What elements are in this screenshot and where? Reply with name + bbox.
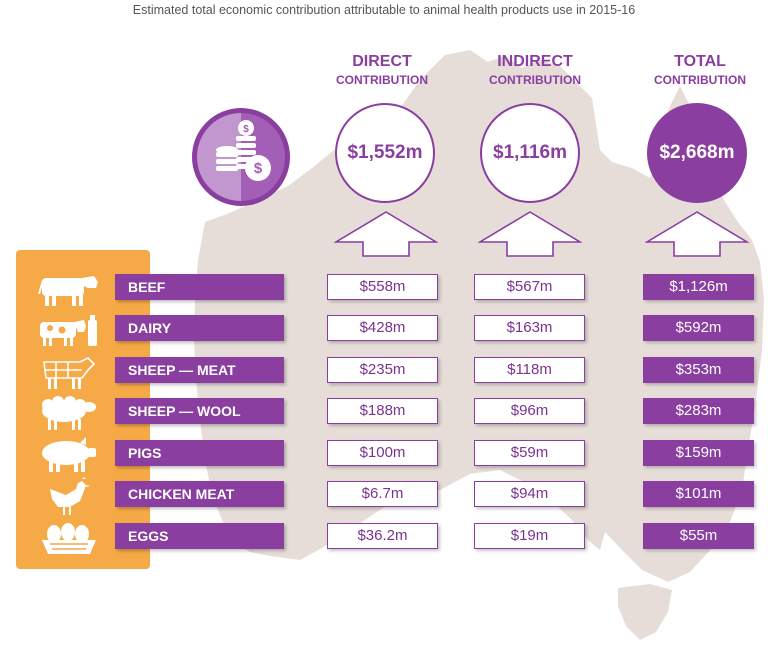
indirect-value-eggs: $19m — [474, 523, 585, 549]
indirect-value-sheep-wool: $96m — [474, 398, 585, 424]
total-value-dairy: $592m — [643, 315, 754, 341]
total-total-circle: $2,668m — [647, 103, 747, 203]
row-label-sheep-meat: SHEEP — MEAT — [115, 357, 284, 383]
svg-text:$: $ — [254, 160, 263, 177]
svg-text:$: $ — [243, 124, 249, 135]
total-value-chicken-meat: $101m — [643, 481, 754, 507]
total-header-line2: CONTRIBUTION — [654, 73, 746, 87]
total-value-pigs: $159m — [643, 440, 754, 466]
direct-value-sheep-wool: $188m — [327, 398, 438, 424]
pig-icon — [42, 437, 96, 472]
tasmania-shape — [618, 584, 672, 640]
direct-column-header: DIRECT CONTRIBUTION — [326, 53, 438, 87]
total-column-header: TOTAL CONTRIBUTION — [644, 53, 756, 87]
total-value-beef: $1,126m — [643, 274, 754, 300]
total-value-eggs: $55m — [643, 523, 754, 549]
row-label-sheep-wool: SHEEP — WOOL — [115, 398, 284, 424]
row-label-beef: BEEF — [115, 274, 284, 300]
row-label-eggs: EGGS — [115, 523, 284, 549]
indirect-value-sheep-meat: $118m — [474, 357, 585, 383]
direct-header-line1: DIRECT — [352, 53, 412, 70]
direct-value-pigs: $100m — [327, 440, 438, 466]
coins-icon: $ $ — [192, 108, 290, 206]
total-value-sheep-meat: $353m — [643, 357, 754, 383]
indirect-column-header: INDIRECT CONTRIBUTION — [472, 53, 598, 87]
direct-up-arrow — [334, 211, 438, 257]
sheep-icon — [42, 396, 96, 430]
indirect-total-circle: $1,116m — [480, 103, 580, 203]
chicken-icon — [50, 477, 90, 515]
chart-title: Estimated total economic contribution at… — [132, 3, 636, 17]
sheep-meat-icon — [43, 357, 96, 389]
indirect-value-dairy: $163m — [474, 315, 585, 341]
direct-value-dairy: $428m — [327, 315, 438, 341]
indirect-value-chicken-meat: $94m — [474, 481, 585, 507]
direct-value-eggs: $36.2m — [327, 523, 438, 549]
direct-value-beef: $558m — [327, 274, 438, 300]
direct-value-sheep-meat: $235m — [327, 357, 438, 383]
dairy-icon — [40, 315, 97, 346]
indirect-header-line2: CONTRIBUTION — [489, 73, 581, 87]
total-up-arrow — [645, 211, 749, 257]
total-header-line1: TOTAL — [674, 53, 726, 70]
total-value-sheep-wool: $283m — [643, 398, 754, 424]
indirect-value-beef: $567m — [474, 274, 585, 300]
row-label-dairy: DAIRY — [115, 315, 284, 341]
direct-header-line2: CONTRIBUTION — [336, 73, 428, 87]
indirect-value-pigs: $59m — [474, 440, 585, 466]
indirect-header-line1: INDIRECT — [497, 53, 573, 70]
indirect-up-arrow — [478, 211, 582, 257]
cow-icon — [38, 276, 98, 306]
row-label-chicken-meat: CHICKEN MEAT — [115, 481, 284, 507]
eggs-icon — [42, 523, 96, 554]
direct-value-chicken-meat: $6.7m — [327, 481, 438, 507]
direct-total-circle: $1,552m — [335, 103, 435, 203]
row-label-pigs: PIGS — [115, 440, 284, 466]
